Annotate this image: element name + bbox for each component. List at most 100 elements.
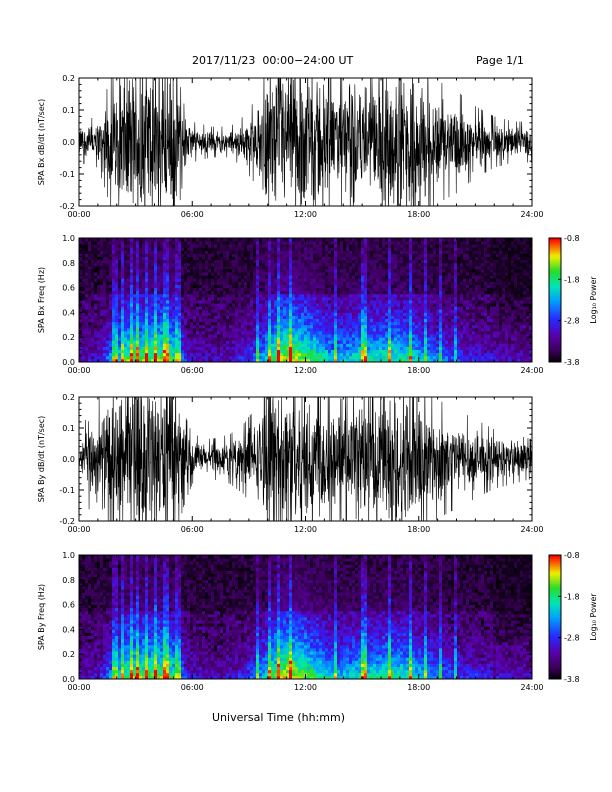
- heatmap-cell: [283, 318, 287, 323]
- heatmap-cell: [238, 296, 242, 301]
- heatmap-cell: [181, 296, 185, 301]
- heatmap-cell: [394, 303, 398, 307]
- heatmap-cell: [214, 306, 218, 310]
- heatmap-cell: [403, 318, 407, 323]
- heatmap-cell: [235, 244, 239, 248]
- heatmap-cell: [178, 358, 182, 363]
- heatmap-cell: [160, 253, 164, 257]
- heatmap-cell: [433, 346, 437, 350]
- heatmap-cell: [301, 346, 305, 350]
- heatmap-cell: [85, 250, 89, 254]
- heatmap-cell: [121, 327, 125, 332]
- x-tick-label: 12:00: [294, 210, 317, 219]
- heatmap-cell: [142, 321, 146, 326]
- heatmap-cell: [103, 303, 107, 307]
- heatmap-cell: [388, 340, 392, 344]
- heatmap-cell: [370, 340, 374, 344]
- heatmap-cell: [196, 244, 200, 248]
- heatmap-cell: [406, 349, 410, 354]
- heatmap-cell: [196, 315, 200, 319]
- heatmap-cell: [115, 300, 119, 304]
- heatmap-cell: [298, 272, 302, 276]
- heatmap-cell: [130, 272, 134, 276]
- heatmap-cell: [340, 269, 344, 273]
- heatmap-cell: [259, 340, 263, 344]
- heatmap-cell: [277, 262, 281, 267]
- heatmap-cell: [421, 331, 425, 335]
- heatmap-cell: [439, 265, 443, 270]
- heatmap-cell: [409, 321, 413, 326]
- heatmap-cell: [295, 309, 299, 313]
- heatmap-cell: [181, 309, 185, 313]
- heatmap-cell: [394, 272, 398, 276]
- heatmap-cell: [109, 238, 113, 242]
- heatmap-cell: [337, 352, 341, 357]
- heatmap-cell: [160, 272, 164, 276]
- heatmap-cell: [124, 309, 128, 313]
- heatmap-cell: [103, 275, 107, 279]
- heatmap-cell: [391, 349, 395, 354]
- heatmap-cell: [193, 265, 197, 270]
- heatmap-cell: [424, 290, 428, 295]
- heatmap-cell: [319, 262, 323, 267]
- heatmap-cell: [259, 253, 263, 257]
- heatmap-cell: [433, 259, 437, 264]
- heatmap-cell: [166, 293, 170, 298]
- heatmap-cell: [79, 296, 83, 301]
- heatmap-cell: [409, 303, 413, 307]
- heatmap-cell: [175, 346, 179, 350]
- heatmap-cell: [325, 340, 329, 344]
- heatmap-cell: [367, 306, 371, 310]
- heatmap-cell: [109, 337, 113, 341]
- heatmap-cell: [331, 247, 335, 251]
- heatmap-cell: [406, 259, 410, 264]
- heatmap-cell: [316, 349, 320, 354]
- heatmap-cell: [145, 272, 149, 276]
- heatmap-cell: [154, 250, 158, 254]
- heatmap-cell: [337, 306, 341, 310]
- heatmap-cell: [265, 318, 269, 323]
- heatmap-cell: [178, 244, 182, 248]
- heatmap-cell: [151, 352, 155, 357]
- heatmap-cell: [289, 309, 293, 313]
- heatmap-cell: [166, 315, 170, 319]
- heatmap-cell: [235, 253, 239, 257]
- heatmap-cell: [109, 262, 113, 267]
- heatmap-cell: [238, 312, 242, 316]
- heatmap-cell: [337, 293, 341, 298]
- heatmap-cell: [241, 281, 245, 285]
- heatmap-cell: [298, 275, 302, 279]
- heatmap-cell: [181, 287, 185, 292]
- heatmap-cell: [136, 272, 140, 276]
- heatmap-cell: [370, 238, 374, 242]
- heatmap-cell: [175, 241, 179, 245]
- heatmap-cell: [346, 346, 350, 350]
- heatmap-cell: [430, 284, 434, 288]
- heatmap-cell: [346, 293, 350, 298]
- heatmap-cell: [256, 337, 260, 341]
- heatmap-cell: [274, 334, 278, 338]
- heatmap-cell: [340, 250, 344, 254]
- heatmap-cell: [139, 331, 143, 335]
- heatmap-cell: [343, 318, 347, 323]
- heatmap-cell: [151, 324, 155, 329]
- heatmap-cell: [250, 269, 254, 273]
- heatmap-cell: [160, 349, 164, 354]
- heatmap-cell: [391, 343, 395, 347]
- heatmap-cell: [337, 312, 341, 316]
- heatmap-cell: [136, 244, 140, 248]
- heatmap-cell: [253, 346, 257, 350]
- heatmap-cell: [427, 287, 431, 292]
- heatmap-cell: [208, 284, 212, 288]
- heatmap-cell: [364, 281, 368, 285]
- heatmap-cell: [424, 281, 428, 285]
- heatmap-cell: [121, 290, 125, 295]
- heatmap-cell: [307, 287, 311, 292]
- heatmap-cell: [196, 303, 200, 307]
- heatmap-cell: [100, 324, 104, 329]
- heatmap-cell: [343, 309, 347, 313]
- heatmap-cell: [343, 265, 347, 270]
- heatmap-cell: [190, 238, 194, 242]
- heatmap-cell: [277, 287, 281, 292]
- heatmap-cell: [139, 346, 143, 350]
